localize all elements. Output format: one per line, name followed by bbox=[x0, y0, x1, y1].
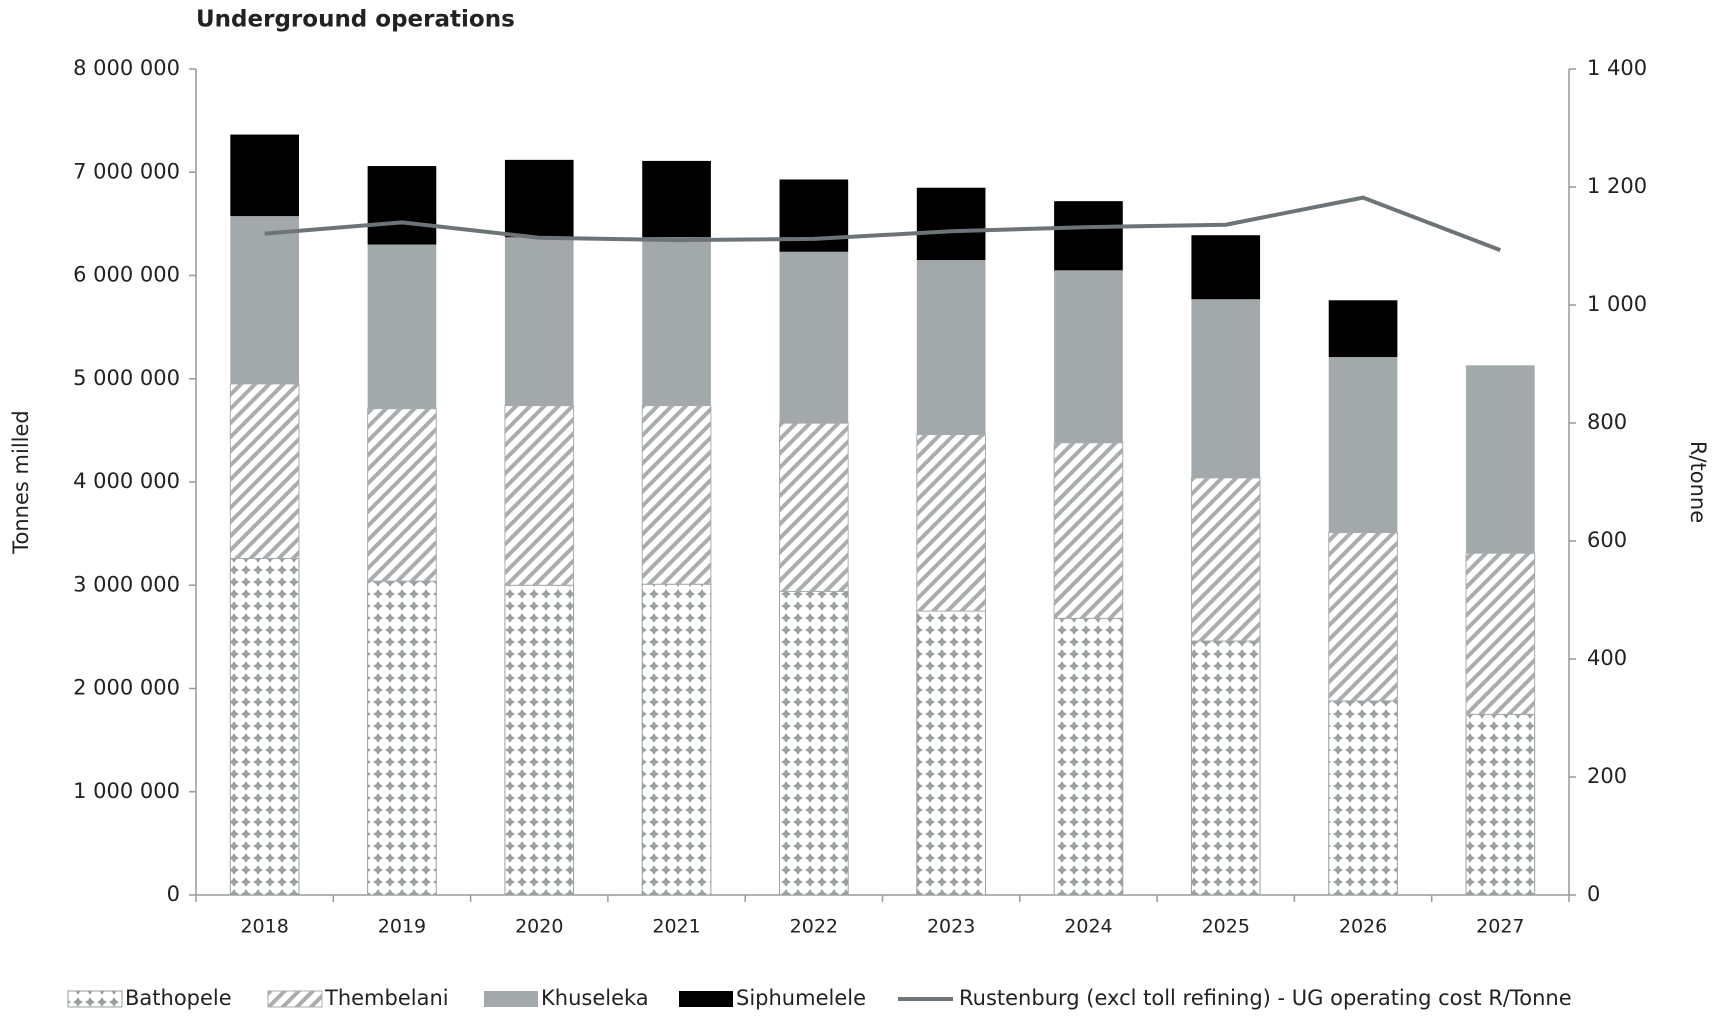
y-tick-label: 7 000 000 bbox=[73, 159, 180, 183]
bar-segment bbox=[1191, 299, 1261, 478]
bar-segment bbox=[1328, 700, 1398, 896]
bar-segment bbox=[1053, 617, 1124, 896]
bar-segment bbox=[642, 160, 711, 238]
x-tick-label: 2021 bbox=[652, 916, 700, 938]
y-tick-label: 2 000 000 bbox=[73, 676, 180, 700]
bar-segment bbox=[504, 405, 575, 586]
y-tick-label: 5 000 000 bbox=[73, 366, 180, 390]
bar-segment bbox=[1054, 201, 1123, 271]
y2-tick-label: 400 bbox=[1587, 646, 1627, 670]
legend-label: Rustenburg (excl toll refining) - UG ope… bbox=[959, 986, 1572, 1010]
legend-label: Siphumelele bbox=[736, 986, 866, 1010]
bar-segment bbox=[1328, 300, 1398, 358]
chart-title: Underground operations bbox=[196, 7, 515, 33]
bar-segment bbox=[367, 166, 437, 245]
legend-swatch bbox=[267, 990, 323, 1008]
bar-segment bbox=[230, 134, 299, 217]
bar-segment bbox=[367, 408, 437, 582]
x-tick-label: 2020 bbox=[515, 916, 563, 938]
y-axis-label: Tonnes milled bbox=[9, 410, 33, 554]
x-tick-label: 2019 bbox=[378, 916, 426, 938]
legend-swatch bbox=[679, 991, 733, 1007]
bar-segment bbox=[367, 580, 437, 896]
bar-segment bbox=[1053, 442, 1124, 619]
line-series bbox=[264, 195, 1502, 252]
bar-segment bbox=[779, 422, 849, 592]
x-tick-label: 2023 bbox=[927, 916, 975, 938]
legend-label: Thembelani bbox=[324, 986, 449, 1010]
x-tick-label: 2024 bbox=[1064, 916, 1112, 938]
y2-tick-label: 1 200 bbox=[1587, 174, 1647, 198]
y2-axis-label: R/tonne bbox=[1686, 441, 1710, 523]
y-tick-label: 0 bbox=[167, 882, 180, 906]
y2-tick-label: 800 bbox=[1587, 410, 1627, 434]
bar-segment bbox=[230, 216, 299, 384]
bar-segment bbox=[1465, 713, 1536, 896]
x-tick-label: 2026 bbox=[1339, 916, 1387, 938]
y2-tick-label: 600 bbox=[1587, 528, 1627, 552]
bar-segment bbox=[916, 610, 986, 896]
x-tick-label: 2025 bbox=[1202, 916, 1250, 938]
y2-tick-label: 1 000 bbox=[1587, 292, 1647, 316]
bar-segment bbox=[504, 159, 574, 238]
bar-segment bbox=[1190, 640, 1261, 896]
bar-segment bbox=[1328, 357, 1398, 533]
bar-segment bbox=[1328, 532, 1398, 702]
bar-segment bbox=[504, 237, 574, 406]
y2-tick-label: 1 400 bbox=[1587, 56, 1647, 80]
y-tick-label: 4 000 000 bbox=[73, 469, 180, 493]
bar-segment bbox=[367, 244, 437, 409]
y2-tick-label: 200 bbox=[1587, 764, 1627, 788]
bar-segment bbox=[641, 583, 712, 896]
legend-swatch bbox=[484, 991, 538, 1007]
bar-segment bbox=[916, 260, 986, 435]
bar-segment bbox=[641, 405, 712, 585]
legend-swatch bbox=[67, 990, 123, 1008]
bar-segment bbox=[1054, 270, 1123, 443]
x-tick-label: 2022 bbox=[790, 916, 838, 938]
legend-label: Bathopele bbox=[125, 986, 232, 1010]
y-tick-label: 1 000 000 bbox=[73, 779, 180, 803]
bar-segment bbox=[779, 251, 849, 424]
legend-label: Khuseleka bbox=[541, 986, 649, 1010]
y-tick-label: 3 000 000 bbox=[73, 572, 180, 596]
y-tick-label: 8 000 000 bbox=[73, 56, 180, 80]
bar-segment bbox=[779, 590, 849, 896]
y2-tick-label: 0 bbox=[1587, 882, 1600, 906]
x-tick-label: 2027 bbox=[1476, 916, 1524, 938]
bar-segment bbox=[642, 237, 711, 406]
y-tick-label: 6 000 000 bbox=[73, 263, 180, 287]
bar-segment bbox=[1465, 552, 1536, 715]
bar-segment bbox=[504, 584, 575, 896]
x-tick-label: 2018 bbox=[240, 916, 288, 938]
bar-segment bbox=[229, 383, 300, 559]
bar-segment bbox=[916, 187, 986, 261]
bar-segment bbox=[1190, 477, 1261, 642]
bar-segment bbox=[229, 557, 300, 896]
bar-segment bbox=[916, 434, 986, 612]
bar-segment bbox=[1466, 365, 1535, 554]
bar-segment bbox=[1191, 235, 1261, 300]
